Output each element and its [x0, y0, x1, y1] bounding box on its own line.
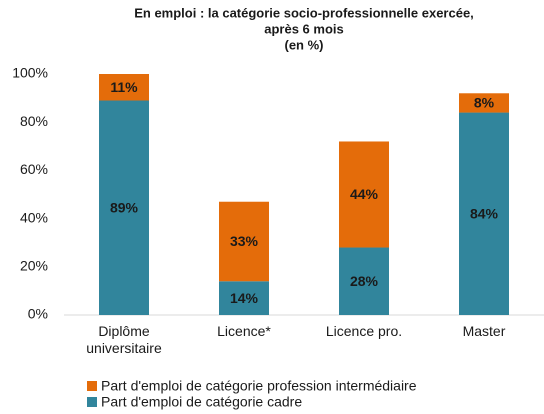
bar-segment: [99, 100, 149, 315]
bar-segment: [219, 281, 269, 315]
x-tick-label: Master: [462, 323, 506, 339]
bar-segment: [339, 141, 389, 248]
bar-segment: [339, 247, 389, 315]
data-label: 28%: [350, 273, 379, 289]
x-tick-label: Licence*: [217, 323, 271, 339]
data-label: 89%: [110, 199, 139, 215]
data-label: 11%: [110, 79, 138, 95]
y-tick-label: 0%: [28, 306, 48, 322]
chart-title: En emploi : la catégorie socio-professio…: [134, 5, 474, 20]
data-label: 33%: [230, 233, 259, 249]
legend-label: Part d'emploi de catégorie profession in…: [101, 378, 417, 394]
bar-segment: [99, 74, 149, 101]
chart-title: (en %): [285, 37, 324, 52]
y-tick-label: 40%: [20, 209, 48, 225]
bar-segment: [459, 112, 509, 315]
y-tick-label: 80%: [20, 113, 48, 129]
y-tick-label: 100%: [12, 65, 48, 81]
data-label: 84%: [470, 205, 499, 221]
bar-segment: [219, 201, 269, 282]
y-tick-label: 60%: [20, 161, 48, 177]
x-tick-label: Licence pro.: [325, 323, 403, 339]
chart-title: après 6 mois: [264, 21, 344, 36]
legend-swatch: [87, 381, 97, 391]
data-label: 14%: [230, 290, 259, 306]
bar-segment: [459, 93, 509, 113]
legend-label: Part d'emploi de catégorie cadre: [101, 394, 302, 410]
y-tick-label: 20%: [20, 258, 48, 274]
data-label: 44%: [350, 186, 379, 202]
legend-swatch: [87, 397, 97, 407]
x-tick-label: Diplôme universitaire: [86, 323, 162, 356]
data-label: 8%: [474, 95, 495, 111]
